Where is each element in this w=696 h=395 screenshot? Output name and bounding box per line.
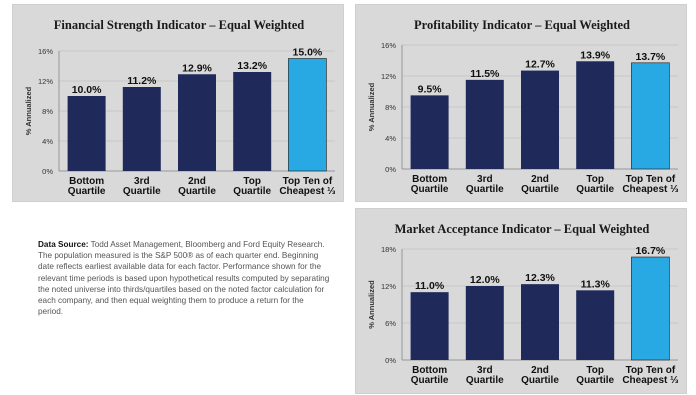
y-tick-label: 0% xyxy=(42,167,53,176)
data-label: 12.9% xyxy=(182,62,212,74)
x-tick-label: Quartile xyxy=(521,375,559,386)
x-tick-label: Cheapest ⅓ xyxy=(622,184,678,195)
data-label: 13.7% xyxy=(636,51,666,63)
x-tick-label: Quartile xyxy=(411,375,449,386)
y-tick-label: 0% xyxy=(385,165,396,174)
chart-title: Market Acceptance Indicator – Equal Weig… xyxy=(395,222,650,236)
x-tick-label: 3rd xyxy=(477,174,493,185)
bar xyxy=(576,290,615,360)
bar xyxy=(178,74,216,171)
bar xyxy=(631,256,670,361)
bar xyxy=(410,95,449,169)
x-tick-label: Quartile xyxy=(576,375,614,386)
y-tick-label: 0% xyxy=(385,356,396,365)
x-tick-label: 3rd xyxy=(477,365,493,376)
financial-strength-chart: Financial Strength Indicator – Equal Wei… xyxy=(12,4,344,202)
x-tick-label: Quartile xyxy=(178,186,216,197)
source-note: Data Source: Todd Asset Management, Bloo… xyxy=(38,239,330,317)
x-tick-label: Bottom xyxy=(412,365,447,376)
y-tick-label: 4% xyxy=(42,137,53,146)
x-tick-label: Top xyxy=(586,174,604,185)
data-label: 11.3% xyxy=(581,278,611,290)
data-label: 13.9% xyxy=(580,49,610,61)
x-tick-label: Bottom xyxy=(69,176,104,187)
x-tick-label: Top xyxy=(243,176,261,187)
x-tick-label: Top Ten of xyxy=(283,176,333,187)
data-label: 15.0% xyxy=(293,47,323,59)
data-label: 11.5% xyxy=(470,68,500,80)
y-tick-label: 6% xyxy=(385,319,396,328)
bar xyxy=(410,292,449,360)
y-tick-label: 8% xyxy=(42,107,53,116)
y-tick-label: 18% xyxy=(381,245,396,254)
data-label: 12.3% xyxy=(525,272,555,284)
y-tick-label: 12% xyxy=(381,72,396,81)
x-tick-label: Quartile xyxy=(233,186,271,197)
x-tick-label: Bottom xyxy=(412,174,447,185)
x-tick-label: Quartile xyxy=(466,184,504,195)
source-note-heading: Data Source: xyxy=(38,240,89,249)
chart-title: Profitability Indicator – Equal Weighted xyxy=(414,18,630,32)
data-label: 11.2% xyxy=(127,75,157,87)
x-tick-label: 3rd xyxy=(134,176,150,187)
x-tick-label: Top Ten of xyxy=(626,174,676,185)
x-tick-label: 2nd xyxy=(188,176,206,187)
data-label: 13.2% xyxy=(237,60,267,72)
bar xyxy=(521,284,559,360)
y-tick-label: 4% xyxy=(385,134,396,143)
x-tick-label: 2nd xyxy=(531,174,549,185)
x-tick-label: Cheapest ⅓ xyxy=(622,375,678,386)
bar xyxy=(122,87,161,171)
x-tick-label: Cheapest ⅓ xyxy=(279,186,335,197)
chart-svg: Profitability Indicator – Equal Weighted… xyxy=(367,18,678,195)
data-label: 12.0% xyxy=(470,274,500,286)
market-acceptance-chart: Market Acceptance Indicator – Equal Weig… xyxy=(355,208,687,394)
y-axis-label: % Annualized xyxy=(367,82,376,131)
x-tick-label: Top xyxy=(586,365,604,376)
source-note-body: Todd Asset Management, Bloomberg and For… xyxy=(38,240,330,317)
x-tick-label: 2nd xyxy=(531,365,549,376)
x-tick-label: Quartile xyxy=(411,184,449,195)
bar xyxy=(465,286,504,360)
data-label: 10.0% xyxy=(72,84,102,96)
chart-svg: Market Acceptance Indicator – Equal Weig… xyxy=(367,222,678,386)
y-axis-label: % Annualized xyxy=(367,280,376,329)
y-tick-label: 16% xyxy=(381,41,396,50)
x-tick-label: Quartile xyxy=(576,184,614,195)
bar xyxy=(233,72,272,171)
x-tick-label: Quartile xyxy=(123,186,161,197)
x-tick-label: Top Ten of xyxy=(626,365,676,376)
bar xyxy=(288,58,327,172)
data-label: 11.0% xyxy=(415,280,445,292)
y-axis-label: % Annualized xyxy=(24,86,33,135)
bar xyxy=(576,61,615,169)
y-tick-label: 8% xyxy=(385,103,396,112)
y-tick-label: 16% xyxy=(38,47,53,56)
y-tick-label: 12% xyxy=(381,282,396,291)
bar xyxy=(631,62,670,170)
bar xyxy=(521,70,559,169)
bar xyxy=(67,96,106,171)
data-label: 9.5% xyxy=(418,83,443,95)
chart-svg: Financial Strength Indicator – Equal Wei… xyxy=(24,18,335,197)
chart-title: Financial Strength Indicator – Equal Wei… xyxy=(54,18,304,32)
x-tick-label: Quartile xyxy=(466,375,504,386)
x-tick-label: Quartile xyxy=(68,186,106,197)
bar xyxy=(465,79,504,169)
data-label: 16.7% xyxy=(636,245,666,257)
x-tick-label: Quartile xyxy=(521,184,559,195)
profitability-chart: Profitability Indicator – Equal Weighted… xyxy=(355,4,687,202)
data-label: 12.7% xyxy=(525,59,555,71)
y-tick-label: 12% xyxy=(38,77,53,86)
